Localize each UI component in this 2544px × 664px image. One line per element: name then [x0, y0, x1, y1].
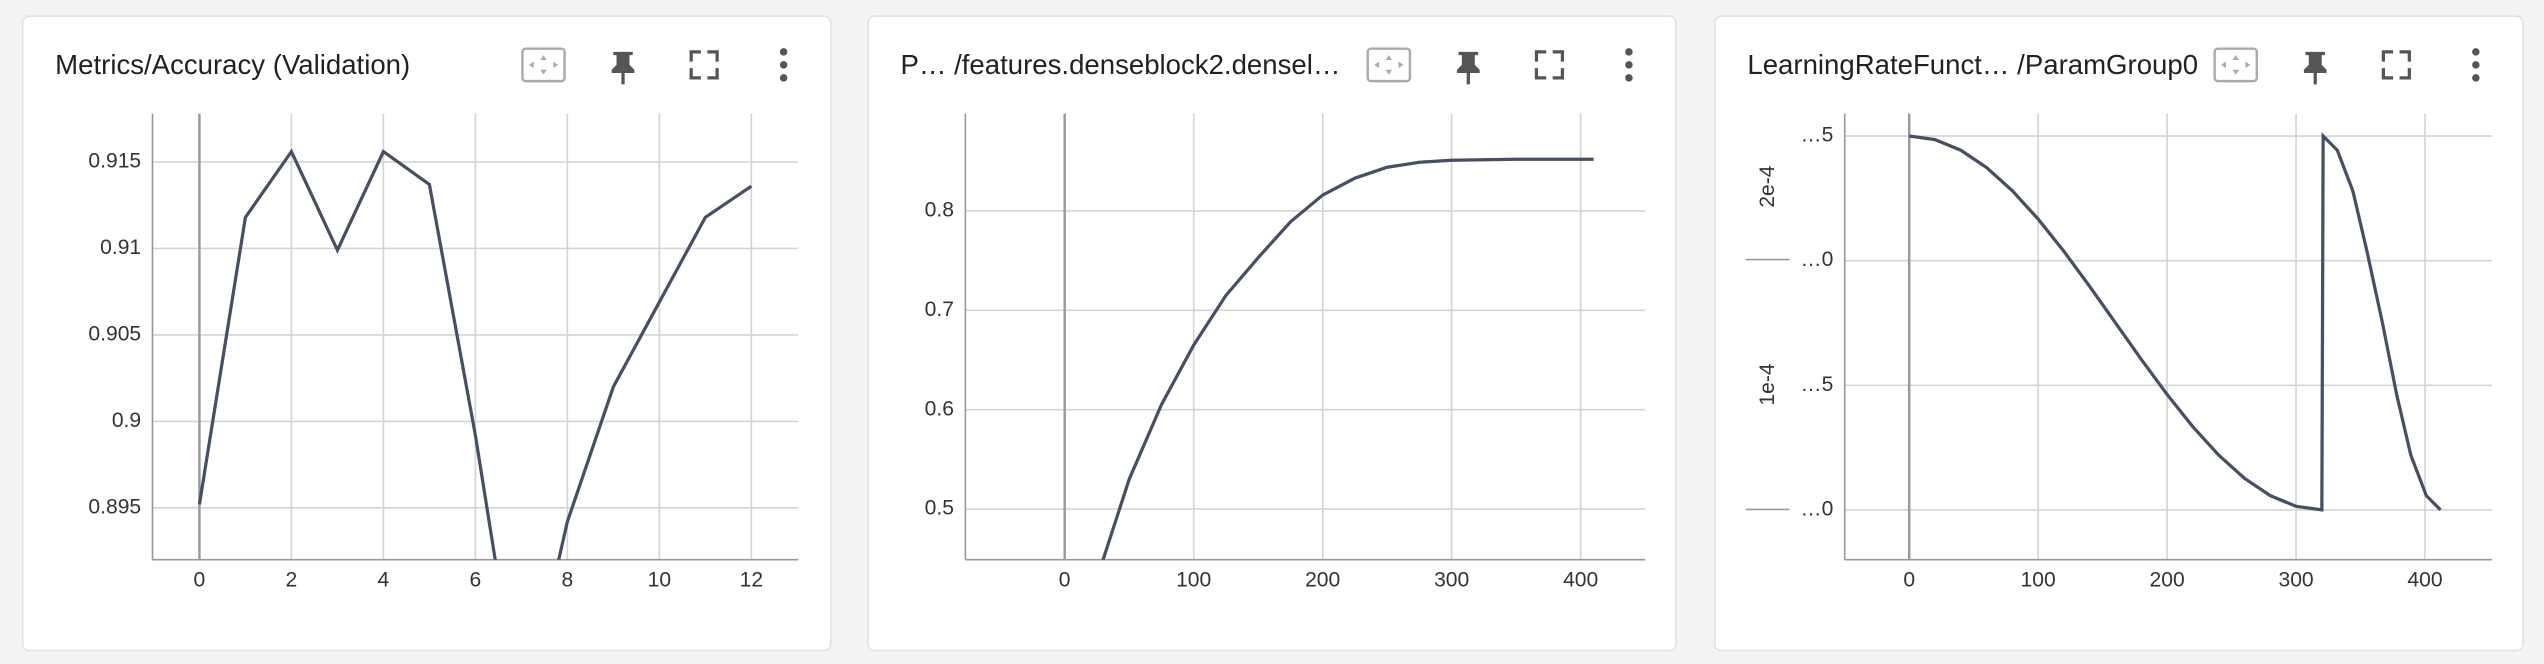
- icon: [689, 50, 719, 80]
- card-background: [21, 15, 832, 652]
- y-tick-label: …0: [1801, 497, 1834, 520]
- icon: [779, 48, 788, 56]
- chart-title: P… /features.denseblock2.densel…: [900, 49, 1340, 80]
- icon: [779, 74, 788, 82]
- chart-card: Metrics/Accuracy (Validation) 0.895 0.9 0.9…: [21, 15, 832, 652]
- x-tick-label: 0: [1903, 568, 1915, 591]
- y-tick-label: 0.915: [88, 150, 141, 173]
- x-tick-label: 0: [1059, 568, 1071, 591]
- line: [1101, 157, 1594, 560]
- y-tick-label: 0.7: [925, 298, 954, 321]
- y-tick-label: …5: [1801, 373, 1834, 396]
- x-tick-label: 10: [648, 568, 671, 591]
- more-button[interactable]: [1625, 48, 1633, 82]
- pin-button[interactable]: [1456, 51, 1480, 85]
- y-tick-label: 0.895: [88, 495, 141, 518]
- y-tick-label: …0: [1801, 248, 1834, 271]
- x-tick-label: 2: [286, 568, 298, 591]
- icon: [1456, 51, 1480, 85]
- icon: [528, 55, 559, 75]
- icon: [779, 61, 788, 69]
- x-tick-label: 100: [1176, 568, 1211, 591]
- fullscreen-button[interactable]: [1534, 50, 1565, 80]
- fullscreen-button[interactable]: [2381, 50, 2411, 80]
- chart-title: Metrics/Accuracy (Validation): [55, 49, 410, 80]
- icon: [2472, 74, 2480, 82]
- x-tick-label: 300: [1434, 568, 1469, 591]
- icon: [1625, 74, 1633, 82]
- fit-domain-button[interactable]: [521, 47, 566, 83]
- more-button[interactable]: [2472, 48, 2480, 82]
- x-tick-label: 12: [740, 568, 763, 591]
- chart-card: LearningRateFunct… /ParamGroup0 …0 …5 …0 …5 0…: [1714, 15, 2524, 652]
- fit-domain-button[interactable]: [1366, 47, 1412, 83]
- x-tick-label: 400: [2407, 568, 2442, 591]
- icon: [2472, 48, 2480, 56]
- y-tick-label: 0.5: [925, 497, 954, 520]
- x-tick-label: 400: [1563, 568, 1598, 591]
- x-tick-label: 100: [2021, 568, 2056, 591]
- x-tick-label: 0: [194, 568, 206, 591]
- x-tick-label: 300: [2278, 568, 2313, 591]
- icon: [521, 47, 566, 83]
- line: [1908, 132, 2442, 512]
- icon: [1366, 47, 1412, 83]
- card-background: [867, 15, 1677, 652]
- icon: [2381, 50, 2411, 80]
- chart-title: LearningRateFunct… /ParamGroup0: [1747, 49, 2198, 80]
- x-tick-label: 4: [378, 568, 390, 591]
- fit-domain-button[interactable]: [2213, 47, 2259, 83]
- icon: [1374, 55, 1404, 75]
- x-tick-label: 6: [470, 568, 482, 591]
- icon: [611, 51, 635, 85]
- x-tick-label: 200: [2150, 568, 2185, 591]
- y-tick-label: 0.91: [100, 236, 141, 259]
- x-tick-label: 200: [1305, 568, 1340, 591]
- chart-card: P… /features.denseblock2.densel… 0.5 0.6 0.…: [867, 15, 1677, 652]
- y-tick-label: …5: [1801, 124, 1834, 147]
- icon: [2221, 55, 2251, 75]
- fullscreen-button[interactable]: [689, 50, 719, 80]
- pin-button[interactable]: [611, 51, 635, 85]
- y-tick-label: 0.8: [925, 199, 954, 222]
- line: [197, 148, 753, 560]
- card-background: [1714, 15, 2524, 652]
- icon: [2213, 47, 2259, 83]
- more-button[interactable]: [779, 48, 788, 82]
- icon: [1625, 48, 1633, 56]
- icon: [2472, 61, 2480, 69]
- axis-annotation: 2e-4: [1756, 165, 1779, 207]
- y-tick-label: 0.905: [88, 323, 141, 346]
- x-tick-label: 8: [561, 568, 573, 591]
- y-tick-label: 0.9: [112, 409, 141, 432]
- pin-button[interactable]: [2303, 51, 2327, 85]
- axis-annotation: 1e-4: [1756, 363, 1779, 405]
- icon: [1534, 50, 1565, 80]
- icon: [1625, 61, 1633, 69]
- icon: [2303, 51, 2327, 85]
- y-tick-label: 0.6: [925, 397, 954, 420]
